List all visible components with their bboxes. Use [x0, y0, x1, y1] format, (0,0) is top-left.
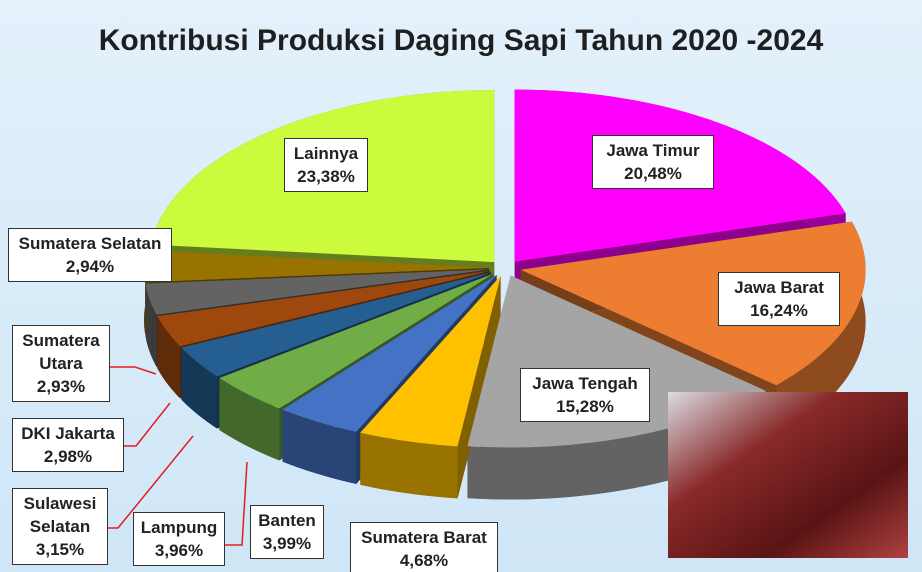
label-value: 16,24% — [723, 299, 835, 322]
label-value: 2,93% — [17, 375, 105, 398]
photo — [668, 392, 908, 558]
label-name: Sumatera Selatan — [13, 232, 167, 255]
label-name: Jawa Tengah — [525, 372, 645, 395]
label-value: 3,99% — [255, 532, 319, 555]
label-name: Banten — [255, 509, 319, 532]
label-value: 15,28% — [525, 395, 645, 418]
label-name: Sumatera Barat — [355, 526, 493, 549]
chart: Kontribusi Produksi Daging Sapi Tahun 20… — [0, 0, 922, 572]
leader-line — [123, 403, 170, 446]
label-name: Sulawesi Selatan — [17, 492, 103, 538]
label-value: 2,98% — [17, 445, 119, 468]
label-value: 3,15% — [17, 538, 103, 561]
leader-line — [108, 367, 156, 374]
label-name: DKI Jakarta — [17, 422, 119, 445]
label-value: 3,96% — [138, 539, 220, 562]
label-name: Jawa Barat — [723, 276, 835, 299]
leader-line — [222, 462, 247, 545]
label-value: 23,38% — [289, 165, 363, 188]
label-value: 4,68% — [355, 549, 493, 572]
label-name: Lainnya — [289, 142, 363, 165]
label-name: Sumatera Utara — [17, 329, 105, 375]
chart-title: Kontribusi Produksi Daging Sapi Tahun 20… — [0, 24, 922, 58]
label-name: Jawa Timur — [597, 139, 709, 162]
label-value: 20,48% — [597, 162, 709, 185]
label-value: 2,94% — [13, 255, 167, 278]
label-name: Lampung — [138, 516, 220, 539]
